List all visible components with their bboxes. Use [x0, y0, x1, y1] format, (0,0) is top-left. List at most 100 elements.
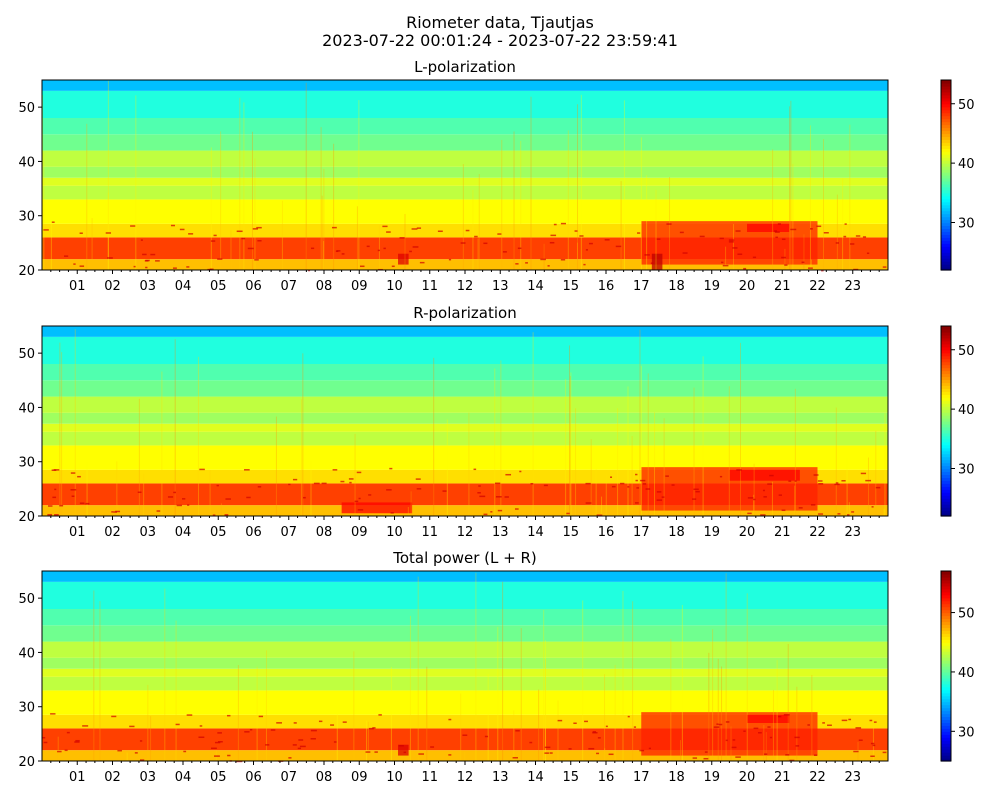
colorbar-segment	[941, 85, 951, 90]
streak	[557, 700, 559, 761]
colorbar-segment	[941, 142, 951, 146]
speckle	[341, 253, 345, 255]
colorbar-segment	[941, 364, 951, 369]
streak	[99, 601, 101, 761]
speckle	[645, 488, 651, 490]
colorbar-segment	[941, 175, 951, 179]
x-tick-label: 21	[774, 770, 791, 785]
speckle	[497, 233, 502, 235]
speckle	[52, 496, 57, 499]
streak	[460, 693, 462, 761]
speckle	[386, 489, 392, 491]
speckle	[442, 490, 447, 492]
streak	[126, 752, 128, 761]
speckle	[53, 469, 60, 471]
speckle	[699, 235, 705, 238]
colorbar-tick-label: 40	[958, 157, 975, 172]
speckle	[416, 227, 422, 229]
speckle	[584, 720, 588, 723]
x-tick-label: 11	[421, 279, 438, 294]
speckle	[448, 258, 452, 261]
x-tick-label: 04	[175, 525, 192, 540]
speckle	[167, 496, 174, 498]
streak	[477, 238, 479, 270]
streak	[796, 686, 798, 761]
colorbar-segment	[941, 504, 951, 508]
heatmap-band	[42, 380, 888, 397]
streak	[464, 751, 466, 761]
colorbar-tick-label: 30	[958, 725, 975, 740]
streak	[712, 629, 714, 761]
speckle	[835, 482, 839, 484]
speckle	[872, 744, 876, 747]
speckle	[183, 750, 187, 753]
speckle	[79, 265, 85, 267]
speckle	[335, 250, 339, 253]
x-tick-label: 21	[774, 279, 791, 294]
speckle	[743, 267, 747, 270]
speckle	[573, 722, 577, 725]
x-tick-label: 02	[104, 279, 121, 294]
heatmap-band	[42, 641, 888, 658]
speckle	[656, 491, 662, 493]
speckle	[692, 757, 698, 759]
speckle	[517, 247, 522, 250]
speckle	[70, 489, 77, 491]
heatmap-band	[42, 364, 888, 381]
colorbar-segment	[941, 394, 951, 398]
colorbar-segment	[941, 145, 951, 149]
x-tick-label: 06	[245, 525, 262, 540]
speckle	[495, 496, 502, 498]
streak	[220, 131, 222, 270]
colorbar-segment	[941, 716, 951, 721]
speckle	[692, 498, 697, 500]
speckle	[483, 242, 488, 245]
speckle	[172, 267, 177, 269]
speckle	[611, 485, 616, 488]
x-tick-label: 03	[139, 279, 156, 294]
speckle	[483, 513, 488, 516]
streak	[772, 149, 774, 270]
x-tick-label: 21	[774, 525, 791, 540]
speckle	[735, 230, 741, 232]
streak	[501, 139, 503, 270]
colorbar-tick-label: 30	[958, 463, 975, 478]
colorbar-segment	[941, 710, 951, 715]
heatmap-band	[42, 609, 888, 626]
speckle	[254, 259, 259, 261]
speckle	[243, 469, 250, 471]
streak	[654, 412, 656, 516]
colorbar-segment	[941, 674, 951, 679]
speckle	[544, 752, 549, 754]
speckle	[810, 228, 813, 230]
x-tick-label: 18	[668, 525, 685, 540]
speckle	[340, 480, 345, 483]
colorbar-segment	[941, 680, 951, 685]
panel-1: L-polarization 20 30 40 50 01 02 03 04 05 06 07 08 09…	[18, 58, 974, 294]
colorbar-segment	[941, 160, 951, 164]
streak	[43, 152, 45, 270]
speckle	[256, 226, 262, 229]
x-tick-label: 10	[386, 279, 403, 294]
colorbar-segment	[941, 337, 951, 342]
streak	[281, 200, 283, 270]
colorbar-segment	[941, 441, 951, 446]
colorbar-segment	[941, 252, 951, 256]
speckle	[853, 750, 859, 753]
streak	[617, 408, 619, 516]
streak	[569, 345, 571, 516]
colorbar-segment	[941, 459, 951, 464]
speckle	[774, 231, 780, 233]
speckle	[794, 480, 797, 482]
colorbar-segment	[941, 585, 951, 590]
heatmap-band	[42, 396, 888, 413]
speckle	[175, 723, 180, 726]
speckle	[882, 751, 887, 754]
speckle	[818, 483, 824, 485]
colorbar-segment	[941, 370, 951, 375]
streak	[446, 419, 448, 516]
speckle	[781, 238, 786, 241]
speckle	[79, 502, 85, 504]
colorbar-segment	[941, 651, 951, 655]
x-tick-label: 17	[633, 770, 650, 785]
